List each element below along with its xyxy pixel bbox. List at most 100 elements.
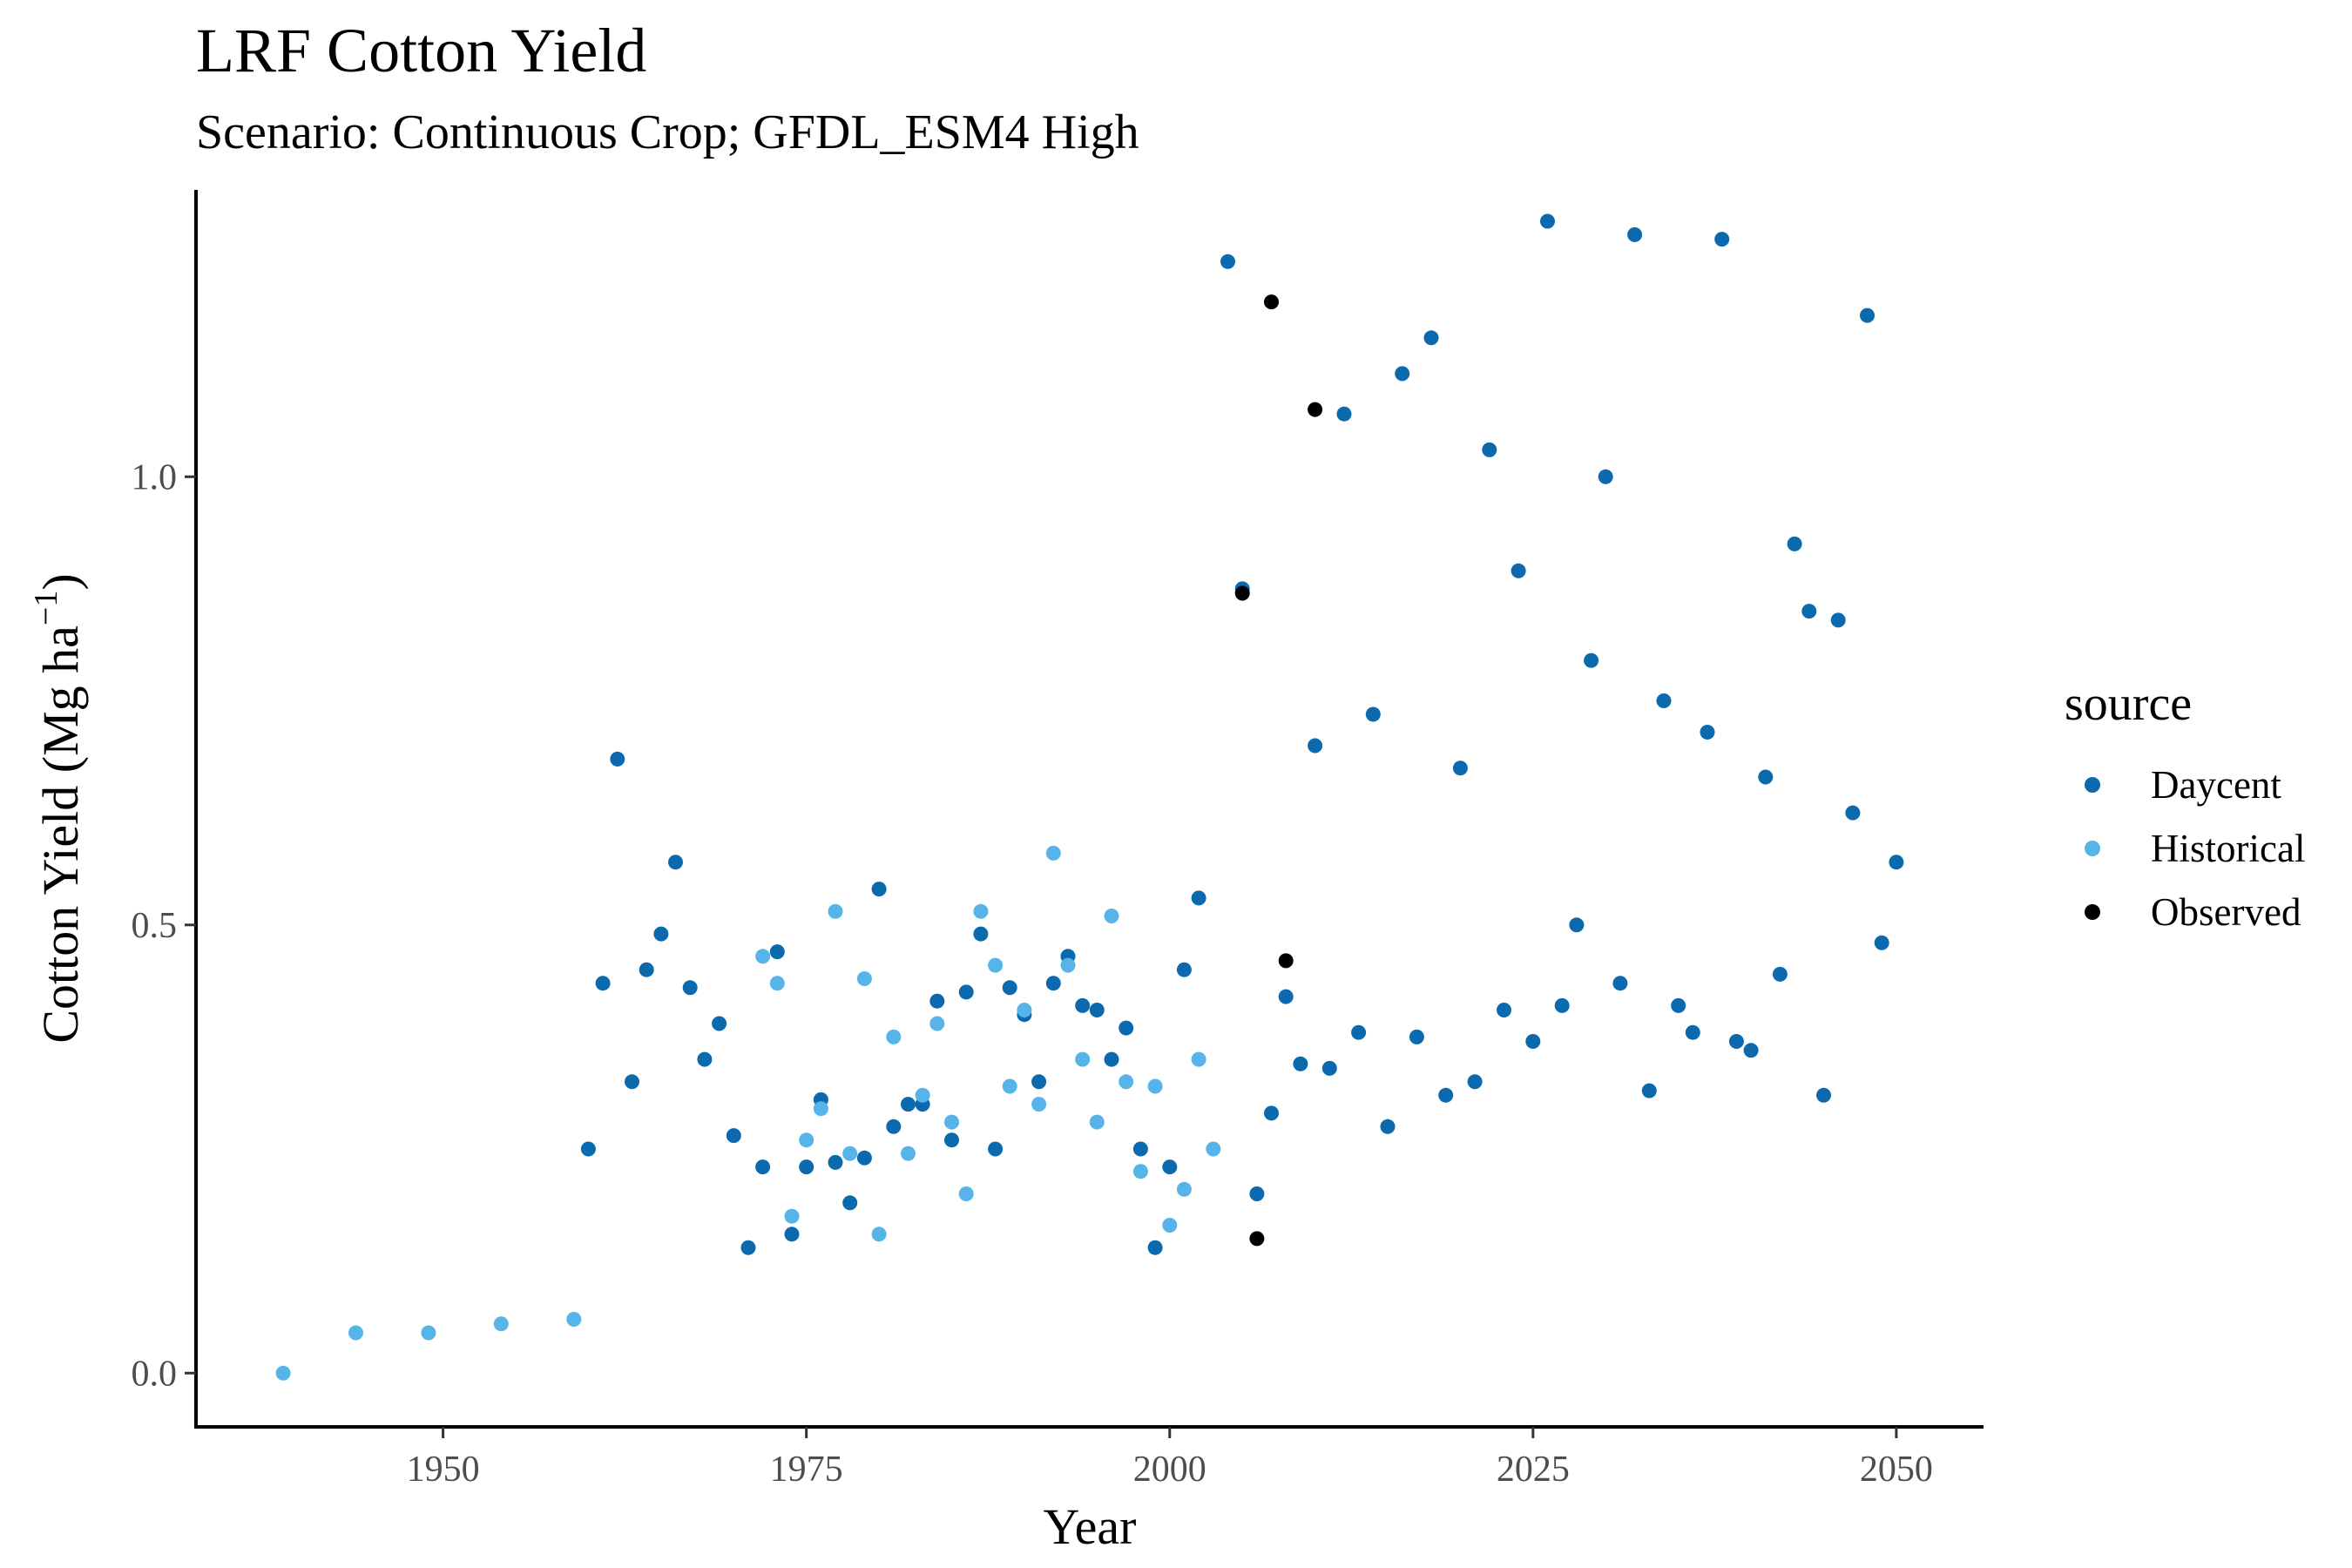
y-tick-label: 0.5 (132, 906, 178, 946)
point-daycent (1104, 1051, 1119, 1067)
point-historical (988, 957, 1004, 973)
point-historical (1132, 1164, 1148, 1179)
point-historical (915, 1087, 930, 1103)
y-axis-title: Cotton Yield (Mg ha−1) (28, 573, 89, 1043)
point-daycent (595, 976, 611, 991)
point-daycent (1801, 604, 1817, 619)
point-daycent (1830, 612, 1846, 628)
point-daycent (1584, 652, 1599, 668)
point-historical (1002, 1078, 1017, 1094)
point-daycent (1743, 1043, 1759, 1058)
x-tick-label: 1975 (770, 1450, 843, 1490)
data-points (275, 213, 1904, 1381)
point-daycent (1423, 330, 1439, 346)
point-historical (958, 1186, 974, 1201)
point-daycent (856, 1150, 872, 1166)
point-daycent (1612, 976, 1628, 991)
point-daycent (958, 984, 974, 1000)
point-historical (1206, 1141, 1221, 1157)
point-daycent (1641, 1083, 1657, 1098)
point-daycent (1365, 706, 1381, 722)
y-tick-label: 1.0 (132, 457, 178, 497)
point-historical (1176, 1181, 1192, 1197)
point-daycent (1147, 1240, 1163, 1255)
point-daycent (1467, 1074, 1483, 1090)
point-daycent (1889, 855, 1904, 870)
chart-title: LRF Cotton Yield (196, 16, 646, 85)
point-daycent (929, 993, 945, 1009)
legend-label-observed: Observed (2151, 890, 2301, 934)
point-historical (1162, 1218, 1178, 1233)
point-daycent (944, 1132, 959, 1148)
point-historical (901, 1146, 916, 1161)
point-historical (784, 1208, 800, 1224)
point-daycent (1598, 469, 1613, 484)
point-historical (493, 1316, 509, 1332)
point-daycent (1554, 997, 1570, 1013)
point-daycent (1220, 253, 1235, 269)
point-historical (856, 971, 872, 986)
y-axis-title-main: Cotton Yield (Mg ha (32, 625, 89, 1044)
point-daycent (1700, 725, 1715, 740)
point-daycent (1860, 308, 1875, 323)
point-daycent (697, 1051, 713, 1067)
point-historical (1119, 1074, 1134, 1090)
point-observed (1308, 402, 1323, 417)
point-observed (1278, 953, 1294, 969)
point-daycent (1772, 966, 1788, 982)
point-historical (1075, 1051, 1091, 1067)
point-daycent (1089, 1003, 1105, 1017)
point-daycent (1540, 213, 1555, 229)
point-historical (1017, 1003, 1032, 1017)
x-tick-label: 1950 (407, 1450, 480, 1490)
point-daycent (1278, 989, 1294, 1004)
point-historical (799, 1132, 814, 1148)
point-daycent (1656, 693, 1672, 708)
point-historical (929, 1016, 945, 1031)
point-daycent (886, 1119, 902, 1134)
point-daycent (682, 980, 698, 996)
point-daycent (610, 751, 625, 767)
point-daycent (1482, 442, 1497, 457)
point-historical (566, 1312, 582, 1327)
point-daycent (1452, 760, 1468, 776)
point-daycent (1438, 1087, 1454, 1103)
point-historical (1147, 1078, 1163, 1094)
point-daycent (1685, 1024, 1700, 1040)
point-daycent (1758, 769, 1774, 785)
point-daycent (755, 1159, 771, 1175)
point-daycent (842, 1195, 858, 1211)
point-daycent (799, 1159, 814, 1175)
point-historical (828, 903, 843, 919)
point-daycent (1351, 1024, 1367, 1040)
point-daycent (1162, 1159, 1178, 1175)
point-historical (1104, 909, 1119, 923)
point-historical (348, 1325, 363, 1341)
point-daycent (1497, 1003, 1511, 1017)
point-daycent (901, 1097, 916, 1112)
point-daycent (1336, 406, 1352, 422)
point-historical (1089, 1114, 1105, 1130)
point-daycent (1045, 976, 1061, 991)
x-tick-label: 2025 (1497, 1450, 1570, 1490)
point-daycent (639, 962, 654, 977)
point-daycent (871, 882, 887, 897)
point-daycent (1191, 890, 1206, 906)
point-daycent (769, 944, 785, 960)
point-daycent (1627, 226, 1643, 242)
x-axis-title: Year (1044, 1498, 1137, 1555)
point-daycent (1176, 962, 1192, 977)
point-historical (944, 1114, 959, 1130)
point-daycent (1395, 366, 1410, 382)
point-historical (275, 1365, 291, 1381)
point-daycent (1119, 1020, 1134, 1036)
point-historical (842, 1146, 858, 1161)
point-daycent (1031, 1074, 1047, 1090)
point-daycent (668, 855, 683, 870)
point-historical (1060, 957, 1076, 973)
point-daycent (1525, 1034, 1541, 1049)
point-daycent (726, 1128, 741, 1144)
point-daycent (1249, 1186, 1265, 1201)
point-daycent (1845, 805, 1861, 821)
